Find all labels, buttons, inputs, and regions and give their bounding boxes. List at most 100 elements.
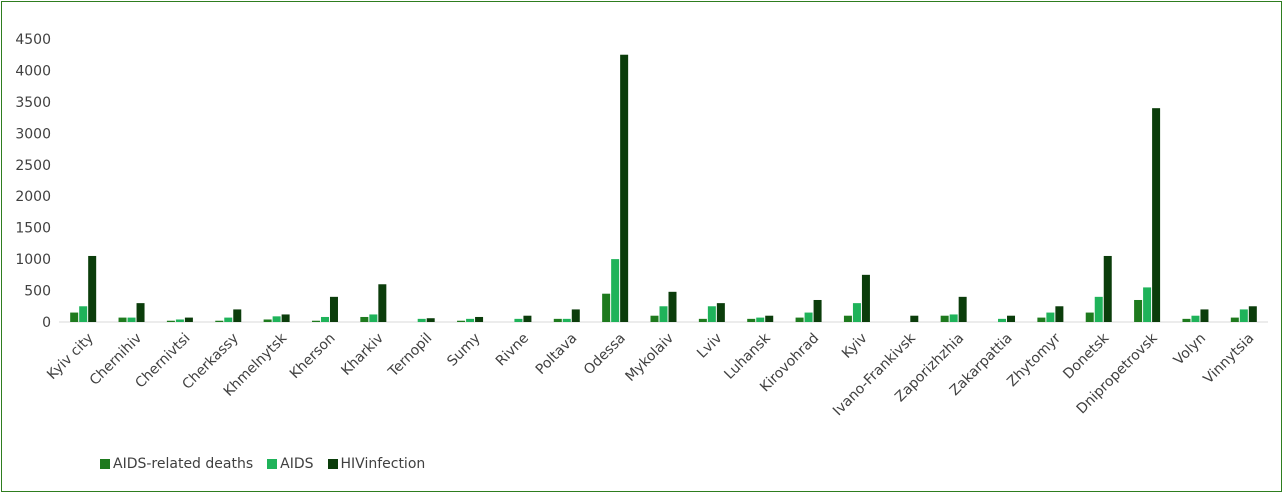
y-tick-label: 2500: [15, 158, 51, 174]
bar-deaths: [1037, 317, 1046, 322]
bar-hiv: [668, 291, 677, 322]
bar-deaths: [1230, 317, 1239, 322]
y-tick-label: 4000: [15, 63, 51, 79]
bar-hiv: [716, 303, 725, 322]
bar-hiv: [571, 309, 580, 322]
bar-hiv: [765, 315, 774, 322]
x-tick-label: Sumy: [444, 330, 483, 369]
bar-hiv: [1248, 306, 1257, 322]
bar-deaths: [1134, 299, 1143, 322]
bar-hiv: [861, 274, 870, 322]
x-tick-label: Lviv: [694, 330, 725, 361]
x-tick-label: Vinnytsia: [1201, 330, 1258, 387]
bar-deaths: [795, 317, 804, 322]
bar-aids: [1239, 309, 1248, 322]
bar-aids: [852, 303, 861, 322]
x-tick-label: Volyn: [1171, 330, 1209, 368]
x-tick-label: Kherson: [287, 330, 339, 382]
x-axis-labels: Kyiv cityChernihivChernivtsiCherkassyKhm…: [44, 330, 1257, 419]
bar-hiv: [1200, 309, 1209, 322]
bar-hiv: [958, 296, 967, 322]
bar-aids: [1094, 296, 1103, 322]
bar-aids: [756, 317, 765, 322]
bar-hiv: [1007, 315, 1016, 322]
bar-hiv: [1152, 108, 1161, 322]
bar-deaths: [553, 318, 562, 322]
x-tick-label: Rivne: [493, 330, 532, 369]
y-axis: 0 500 1000 1500 2000 2500 3000 3500 4000 4500: [15, 32, 51, 331]
bar-deaths: [698, 318, 707, 322]
bar-aids: [320, 316, 329, 322]
bar-aids: [707, 306, 716, 322]
bar-hiv: [329, 296, 338, 322]
bar-aids: [417, 318, 426, 322]
bar-deaths: [650, 315, 659, 322]
bar-deaths: [70, 312, 79, 322]
bar-hiv: [523, 315, 532, 322]
bar-hiv: [281, 314, 290, 322]
y-tick-label: 4500: [15, 32, 51, 48]
bar-aids: [466, 318, 475, 322]
bar-aids: [804, 312, 813, 322]
bar-deaths: [843, 315, 852, 322]
bar-aids: [224, 317, 233, 322]
bar-deaths: [602, 293, 611, 322]
bar-deaths: [1085, 312, 1094, 322]
bar-aids: [175, 319, 184, 322]
y-tick-label: 2000: [15, 189, 51, 205]
x-tick-label: Odessa: [581, 330, 629, 378]
legend-label-hiv: HIVinfection: [340, 456, 426, 472]
bar-aids: [127, 317, 136, 322]
legend-label-aids: AIDS: [280, 456, 314, 472]
x-tick-label: Kyiv: [839, 330, 871, 362]
bar-hiv: [233, 309, 242, 322]
bar-hiv: [184, 317, 193, 322]
bar-hiv: [136, 303, 145, 322]
bar-hiv: [910, 315, 919, 322]
x-tick-label: Kharkiv: [338, 330, 387, 379]
y-tick-label: 1000: [15, 252, 51, 268]
bar-hiv: [88, 255, 97, 322]
legend: AIDS-related deaths AIDS HIVinfection: [100, 456, 439, 472]
y-tick-label: 3500: [15, 95, 51, 111]
x-tick-label: Ternopil: [385, 330, 435, 380]
bar-aids: [1143, 287, 1152, 322]
y-tick-label: 500: [24, 284, 51, 300]
bar-aids: [272, 316, 281, 322]
bar-hiv: [620, 54, 629, 322]
bar-aids: [79, 306, 88, 322]
bars: [70, 54, 1257, 322]
bar-aids: [369, 314, 378, 322]
bar-deaths: [263, 319, 272, 322]
bar-hiv: [426, 318, 435, 322]
bar-deaths: [747, 318, 756, 322]
bar-deaths: [940, 315, 949, 322]
bar-deaths: [118, 317, 127, 322]
bar-deaths: [457, 320, 466, 322]
legend-item-deaths: AIDS-related deaths: [100, 456, 253, 472]
x-tick-label: Ivano-Frankivsk: [830, 330, 919, 419]
bar-aids: [998, 318, 1007, 322]
bar-aids: [514, 318, 523, 322]
legend-swatch-deaths: [100, 459, 110, 469]
bar-aids: [949, 314, 958, 322]
bar-deaths: [311, 320, 320, 322]
y-tick-label: 3000: [15, 126, 51, 142]
y-tick-label: 1500: [15, 221, 51, 237]
bar-deaths: [360, 316, 369, 322]
bar-aids: [1191, 315, 1200, 322]
legend-label-deaths: AIDS-related deaths: [113, 456, 254, 472]
legend-swatch-aids: [267, 459, 278, 469]
bar-deaths: [215, 320, 224, 322]
bar-aids: [562, 318, 571, 322]
bar-hiv: [1103, 255, 1112, 322]
y-tick-label: 0: [42, 315, 51, 331]
x-tick-label: Zhytomyr: [1004, 330, 1064, 390]
bar-deaths: [1182, 318, 1191, 322]
x-tick-label: Mykolaiv: [623, 330, 678, 385]
legend-item-hiv: HIVinfection: [327, 456, 426, 472]
legend-item-aids: AIDS: [267, 456, 314, 472]
legend-swatch-hiv: [327, 459, 338, 469]
x-tick-label: Dnipropetrovsk: [1074, 330, 1162, 418]
